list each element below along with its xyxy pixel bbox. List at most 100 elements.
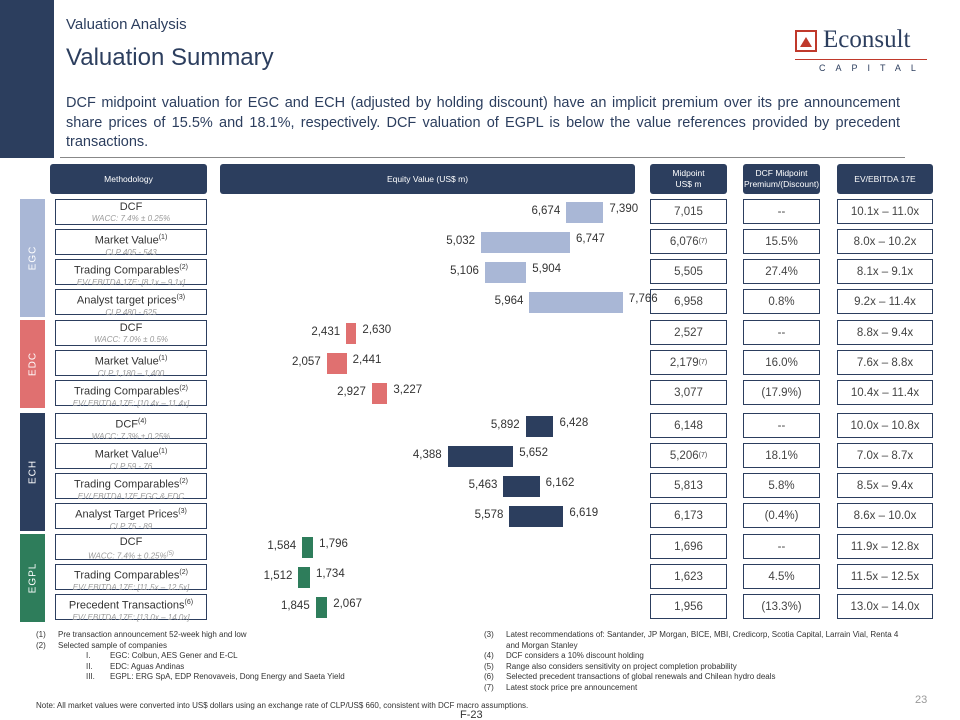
footnote-item: (4) DCF considers a 10% discount holding	[484, 651, 924, 662]
methodology-detail: CLP 405 - 543	[105, 247, 157, 257]
ev-ebitda-cell: 11.5x – 12.5x	[837, 564, 933, 589]
ev-ebitda-cell: 8.8x – 9.4x	[837, 320, 933, 345]
range-low-label: 2,431	[311, 326, 341, 338]
header-premium-line1: DCF Midpoint	[755, 168, 808, 178]
premium-cell: 4.5%	[743, 564, 820, 589]
methodology-cell: DCF WACC: 7.4% ± 0.25%(5)	[55, 534, 207, 561]
methodology-name: Trading Comparables(2)	[74, 569, 188, 582]
methodology-cell: Trading Comparables(2) EV/ EBITDA 17E: [8…	[55, 259, 207, 287]
footnote-number: II.	[86, 661, 93, 671]
footnote-item: (3) Latest recommendations of: Santander,…	[484, 630, 924, 641]
range-bar	[302, 537, 314, 558]
methodology-name: DCF	[119, 536, 143, 548]
range-low-label: 2,057	[291, 356, 321, 368]
methodology-name: Market Value(1)	[94, 448, 168, 461]
methodology-cell: Trading Comparables(2) EV/ EBITDA 17E: [1…	[55, 564, 207, 592]
midpoint-cell: 5,505	[650, 259, 727, 284]
range-high-label: 5,904	[532, 263, 562, 275]
header-methodology: Methodology	[50, 164, 207, 194]
ev-ebitda-cell: 8.0x – 10.2x	[837, 229, 933, 254]
ev-ebitda-cell: 10.1x – 11.0x	[837, 199, 933, 224]
range-bar	[447, 446, 514, 467]
group-label-text: EGC	[27, 245, 38, 271]
range-high-label: 6,619	[569, 507, 599, 519]
methodology-cell: DCF WACC: 7.0% ± 0.5%	[55, 320, 207, 346]
ev-ebitda-cell: 13.0x – 14.0x	[837, 594, 933, 619]
ev-ebitda-cell: 10.4x – 11.4x	[837, 380, 933, 405]
filing-page-number: F-23	[460, 709, 483, 720]
midpoint-cell: 5,813	[650, 473, 727, 498]
group-label-egpl: EGPL	[20, 534, 45, 622]
premium-cell: 15.5%	[743, 229, 820, 254]
range-bar	[566, 202, 604, 223]
footnote-number: (1)	[36, 630, 46, 639]
methodology-cell: Market Value(1) CLP 59 - 76	[55, 443, 207, 471]
midpoint-cell: 5,206 (7)	[650, 443, 727, 468]
footnote-text: DCF considers a 10% discount holding	[506, 651, 644, 660]
premium-cell: --	[743, 413, 820, 438]
premium-cell: 27.4%	[743, 259, 820, 284]
methodology-detail: WACC: 7.3% ± 0.25%	[91, 431, 171, 441]
midpoint-footnote-ref: (7)	[698, 359, 708, 366]
range-high-label: 3,227	[393, 384, 423, 396]
premium-cell: 16.0%	[743, 350, 820, 375]
methodology-footnote-ref: (1)	[158, 234, 168, 241]
range-high-label: 5,652	[519, 447, 548, 459]
methodology-cell: Market Value(1) CLP 405 - 543	[55, 229, 207, 257]
midpoint-cell: 6,173	[650, 503, 727, 528]
footnote-item: (5) Range also considers sensitivity on p…	[484, 662, 924, 673]
midpoint-cell: 2,179 (7)	[650, 350, 727, 375]
footnote-item: III. EGPL: ERG SpA, EDP Renovaveis, Dong …	[36, 672, 345, 683]
footnote-number: (5)	[484, 661, 494, 671]
range-bar	[298, 567, 310, 588]
midpoint-cell: 7,015	[650, 199, 727, 224]
range-low-label: 5,463	[468, 479, 498, 491]
summary-divider	[60, 157, 905, 158]
range-high-label: 6,428	[559, 417, 589, 429]
group-label-text: EDC	[27, 351, 38, 377]
methodology-detail: EV/ EBITDA 17E EGC & EDC	[77, 491, 185, 501]
methodology-footnote-ref: (1)	[158, 448, 168, 455]
company-logo: Econsult CAPITAL	[795, 24, 927, 74]
notes-right: (3) Latest recommendations of: Santander,…	[484, 630, 924, 693]
range-bar	[315, 597, 328, 618]
range-low-label: 6,674	[531, 205, 561, 217]
methodology-detail: CLP 59 - 76	[109, 461, 153, 471]
premium-cell: --	[743, 320, 820, 345]
range-low-label: 5,106	[450, 265, 479, 277]
notes-left: (1) Pre transaction announcement 52-week …	[36, 630, 345, 683]
footer-note: Note: All market values were converted i…	[36, 701, 529, 710]
range-high-label: 6,747	[576, 233, 605, 245]
range-high-label: 6,162	[545, 477, 575, 489]
footnote-number: (6)	[484, 672, 494, 681]
range-low-label: 1,512	[263, 570, 293, 582]
footnote-text: Latest stock price pre announcement	[506, 682, 638, 692]
midpoint-cell: 1,623	[650, 564, 727, 589]
methodology-detail: CLP 1,180 – 1,400	[97, 368, 165, 378]
methodology-name: Analyst Target Prices(3)	[75, 508, 187, 521]
footnote-number: (7)	[484, 682, 494, 692]
methodology-detail: EV/ EBITDA 17E: [8.1x – 9.1x]	[76, 277, 186, 287]
range-bar	[326, 353, 347, 374]
methodology-name: Market Value(1)	[94, 234, 168, 247]
methodology-detail: EV/ EBITDA 17E: [10.4x – 11.4x]	[72, 398, 190, 408]
footnote-number: (4)	[484, 651, 494, 660]
page-title: Valuation Summary	[66, 44, 274, 71]
ev-ebitda-cell: 10.0x – 10.8x	[837, 413, 933, 438]
ev-ebitda-cell: 8.1x – 9.1x	[837, 259, 933, 284]
footnote-text: EGPL: ERG SpA, EDP Renovaveis, Dong Ener…	[110, 672, 345, 681]
methodology-footnote-ref: (3)	[178, 508, 187, 515]
footnote-text: and Morgan Stanley	[506, 640, 578, 650]
methodology-footnote-ref: (3)	[176, 294, 186, 301]
midpoint-cell: 6,076 (7)	[650, 229, 727, 254]
methodology-cell: DCF(4) WACC: 7.3% ± 0.25%	[55, 413, 207, 441]
header-midpoint: Midpoint US$ m	[650, 164, 727, 194]
range-bar	[346, 323, 357, 344]
footnote-number: (2)	[36, 640, 46, 650]
header-accent-bar	[0, 0, 54, 158]
methodology-name: Trading Comparables(2)	[74, 478, 188, 491]
methodology-footnote-ref: (2)	[179, 569, 188, 576]
midpoint-footnote-ref: (7)	[698, 452, 708, 459]
range-high-label: 2,441	[352, 354, 382, 366]
group-label-egc: EGC	[20, 199, 45, 317]
